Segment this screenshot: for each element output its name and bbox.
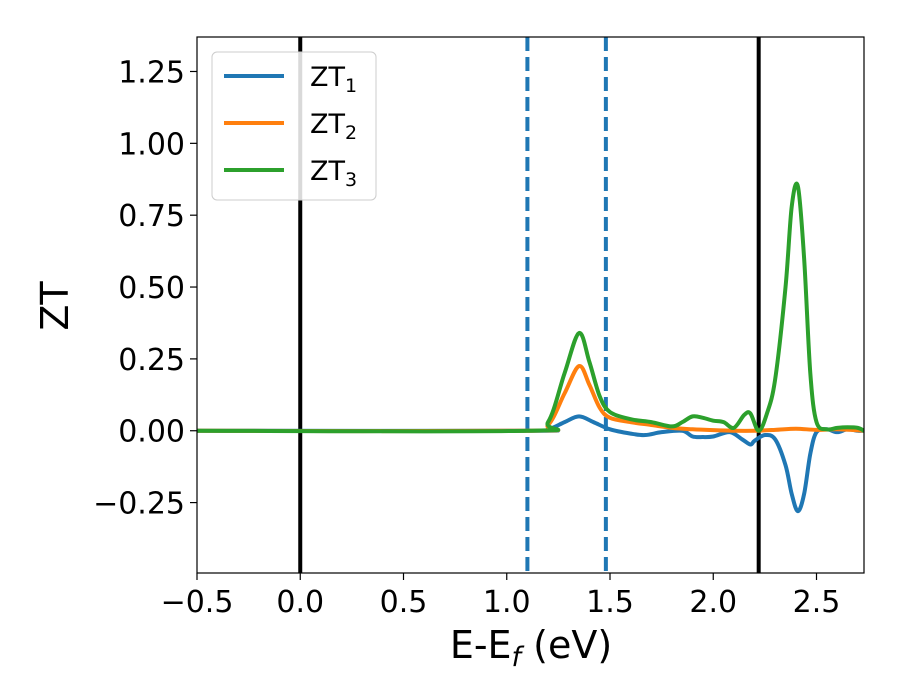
legend-label-zt3: ZT3 [310, 156, 357, 191]
plot-frame [196, 36, 865, 574]
x-tick-label: 0.5 [380, 585, 428, 620]
y-tick-label: 0.25 [118, 343, 185, 378]
y-tick-label: 0.75 [118, 199, 185, 234]
x-tick-label: 2.5 [793, 585, 841, 620]
y-axis-label: ZT [33, 281, 77, 331]
series-line-zt3 [197, 181, 864, 434]
y-tick-label: 1.00 [118, 127, 185, 162]
x-axis-label-main: E-E [450, 623, 512, 667]
legend-box [211, 51, 377, 201]
x-tick-label: 1.5 [586, 585, 634, 620]
y-tick-label: 1.25 [118, 55, 185, 90]
series-line-zt1 [197, 414, 864, 514]
x-axis: −0.5 0.0 0.5 1.0 1.5 2.0 2.5 [161, 573, 841, 620]
x-axis-label-unit: (eV) [521, 623, 612, 667]
legend: ZT1 ZT2 ZT3 [211, 51, 377, 201]
x-tick-label: −0.5 [161, 585, 234, 620]
series-lines [197, 181, 864, 514]
y-tick-label: 0.00 [118, 415, 185, 450]
legend-label-zt2: ZT2 [310, 109, 357, 144]
x-tick-label: 2.0 [689, 585, 737, 620]
x-tick-label: 1.0 [483, 585, 531, 620]
x-tick-label: 0.0 [276, 585, 324, 620]
y-tick-label: 0.50 [118, 271, 185, 306]
y-tick-label: −0.25 [93, 487, 185, 522]
x-axis-label: E-Ef (eV) [450, 623, 612, 673]
y-axis: −0.25 0.00 0.25 0.50 0.75 1.00 1.25 [93, 55, 197, 522]
legend-label-zt1: ZT1 [310, 62, 357, 97]
